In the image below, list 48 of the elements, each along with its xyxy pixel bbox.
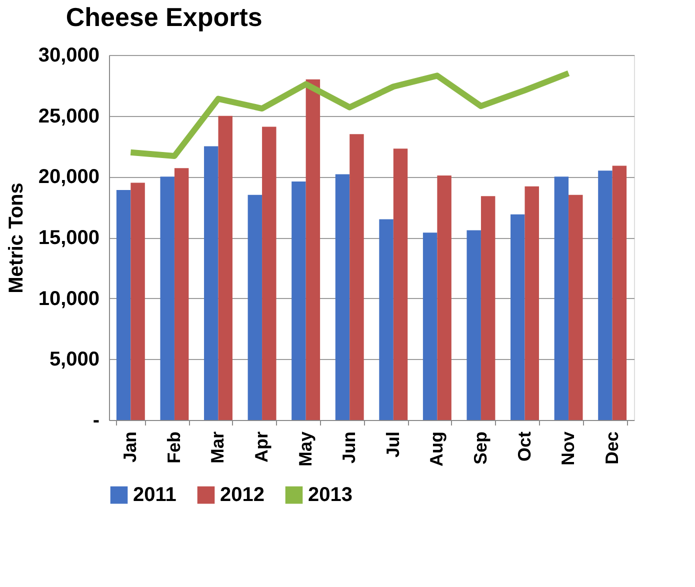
bar — [524, 186, 539, 420]
bar — [554, 176, 569, 420]
y-tick-label: 10,000 — [38, 288, 100, 310]
chart-title: Cheese Exports — [66, 2, 262, 32]
legend-label: 2013 — [308, 484, 352, 506]
x-tick-label: May — [295, 432, 316, 467]
bar — [204, 146, 218, 420]
x-tick-label: Jan — [120, 432, 140, 463]
bar — [174, 168, 189, 420]
y-tick-label: 20,000 — [38, 166, 100, 188]
bar — [510, 214, 525, 420]
bar — [116, 190, 131, 420]
bar — [218, 116, 232, 420]
x-tick-label: Nov — [558, 432, 578, 466]
bar — [350, 134, 364, 420]
y-tick-label: 15,000 — [38, 227, 100, 249]
x-tick-label: Apr — [252, 432, 272, 462]
legend-label: 2012 — [220, 484, 264, 506]
legend-label: 2011 — [133, 484, 176, 506]
bar — [130, 182, 145, 420]
bar — [437, 175, 452, 420]
bar — [306, 79, 320, 420]
x-tick-label: Sep — [470, 432, 490, 465]
y-tick-label: 25,000 — [38, 105, 100, 128]
y-tick-label: - — [92, 410, 100, 432]
bar — [568, 194, 583, 420]
bar — [480, 196, 496, 420]
y-tick-label: 5,000 — [49, 348, 100, 371]
x-tick-label: Oct — [514, 432, 534, 462]
bar — [262, 126, 276, 420]
x-tick-label: Jul — [382, 432, 403, 458]
bar — [335, 174, 350, 420]
y-tick-label: 30,000 — [38, 44, 100, 66]
bar — [393, 148, 408, 420]
y-axis-title: Metric Tons — [5, 182, 28, 294]
bar — [160, 176, 174, 420]
bar — [248, 194, 262, 420]
bar — [466, 230, 481, 420]
bar — [292, 182, 306, 420]
bar — [612, 166, 627, 420]
x-tick-label: Mar — [208, 432, 228, 464]
x-tick-label: Aug — [426, 432, 447, 466]
x-tick-label: Dec — [602, 432, 622, 465]
bar — [379, 219, 394, 420]
x-tick-label: Feb — [164, 432, 184, 464]
bar — [598, 170, 612, 420]
x-tick-label: Jun — [339, 432, 360, 464]
bar — [422, 232, 438, 420]
